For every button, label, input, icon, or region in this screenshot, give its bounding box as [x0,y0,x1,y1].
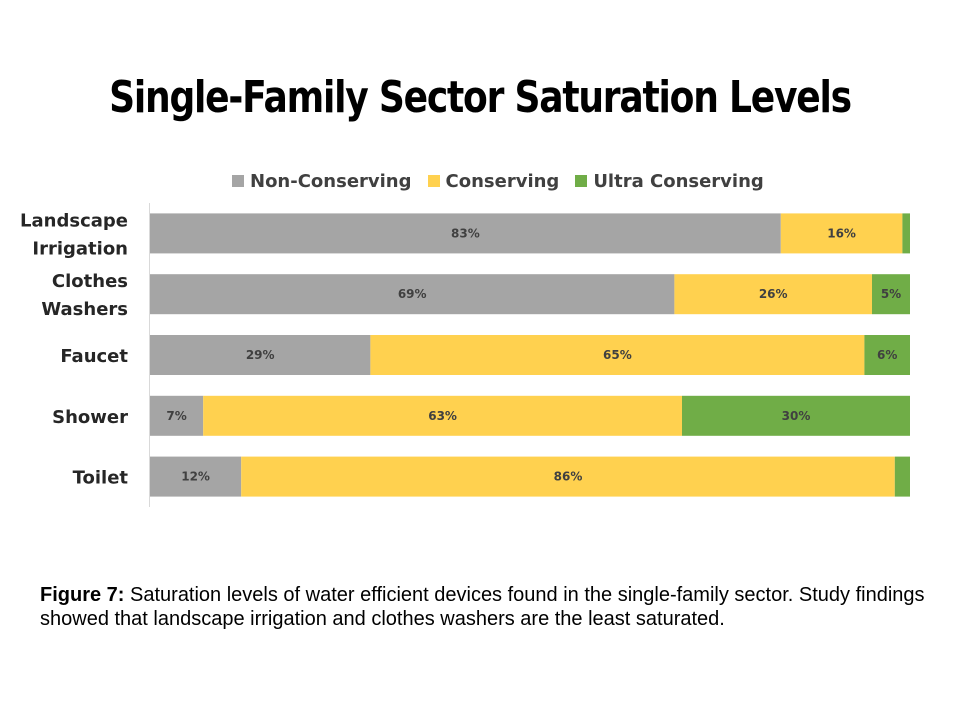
bar-value-label-2-2: 6% [877,348,897,362]
bar-segment-2-2 [864,335,910,375]
category-label-0-1: Irrigation [32,238,128,259]
bar-value-label-3-1: 63% [428,409,457,423]
chart-legend: Non-Conserving Conserving Ultra Conservi… [232,169,764,193]
bar-segment-4-0 [150,456,242,497]
bar-segment-3-0 [150,395,204,436]
bar-value-label-2-0: 29% [246,348,275,362]
bar-segment-3-2 [682,395,910,436]
bar-value-label-3-2: 30% [782,409,811,423]
bar-segment-1-2 [872,274,910,315]
legend-swatch-conserving [427,175,440,187]
bar-value-label-0-0: 83% [451,226,480,240]
category-label-2-0: Faucet [60,346,128,367]
bar-segment-2-1 [370,335,865,375]
slide-title: Single-Family Sector Saturation Levels [109,72,852,123]
bar-segment-0-1 [780,213,903,254]
category-label-3-0: Shower [52,407,128,428]
bar-segment-3-1 [203,395,682,436]
category-label-4-0: Toilet [73,468,129,489]
legend-item-conserving: Conserving [427,170,560,192]
bar-value-label-1-1: 26% [759,287,788,301]
caption-label: Figure 7: [40,584,125,606]
legend-label-non-conserving: Non-Conserving [250,170,412,192]
category-label-group: Landscape Irrigation Clothes Washers Faucet S… [20,210,128,488]
legend-swatch-non-conserving [232,175,244,187]
bar-value-label-1-0: 69% [398,287,427,301]
legend-item-non-conserving: Non-Conserving [232,171,412,192]
caption-text: Saturation levels of water efficient dev… [40,584,925,630]
bar-segment-0-0 [150,213,781,254]
legend-swatch-ultra-conserving [575,175,588,187]
figure-caption: Figure 7: Saturation levels of water eff… [40,583,930,631]
category-label-0-0: Landscape [20,210,128,231]
legend-item-ultra-conserving: Ultra Conserving [575,170,764,192]
bar-value-label-1-2: 5% [881,287,901,301]
bar-value-label-4-0: 12% [181,470,210,484]
bar-segment-4-1 [241,456,895,497]
category-label-1-0: Clothes [52,271,128,292]
bar-value-label-3-0: 7% [166,409,186,423]
bar-value-label-2-1: 65% [603,348,632,362]
bar-segment-0-2 [902,213,910,254]
bar-segment-2-0 [150,335,371,375]
bar-segment-4-2 [894,456,910,497]
legend-label-ultra-conserving: Ultra Conserving [593,170,764,192]
bar-segment-1-0 [150,274,675,315]
stacked-bar-chart: 83% 16% 69% 26% 5% 29% 65% 6% 7% 63% 30% 12% 86% Lan… [20,203,910,507]
bar-segment-1-1 [674,274,872,315]
bar-group: 83% 16% 69% 26% 5% 29% 65% 6% 7% 63% 30% 12% 86% [150,213,910,497]
category-label-1-1: Washers [41,299,128,320]
bar-value-label-4-1: 86% [554,470,583,484]
bar-value-label-0-1: 16% [827,226,856,240]
legend-label-conserving: Conserving [445,170,560,192]
